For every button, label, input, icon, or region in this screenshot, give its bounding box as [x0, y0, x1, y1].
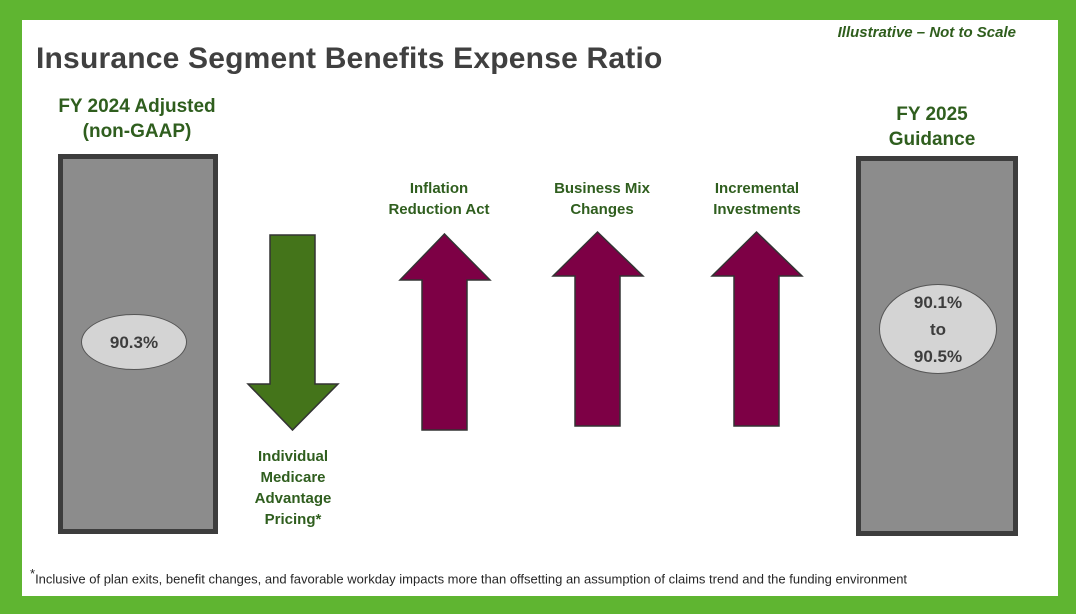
footnote: *Inclusive of plan exits, benefit change… — [30, 566, 907, 586]
arrow-label-line: Individual — [257, 448, 328, 465]
arrow-label-business-mix: Business Mix Changes — [528, 178, 676, 220]
up-arrow-inflation — [398, 232, 492, 431]
arrow-label-individual-medicare: Individual Medicare Advantage Pricing* — [228, 446, 358, 530]
arrow-label-line: Inflation — [409, 180, 469, 197]
fy2025-heading-line1: FY 2025 — [896, 104, 968, 125]
arrow-label-line: Medicare — [260, 469, 326, 486]
arrow-label-line: Business Mix — [554, 180, 650, 197]
arrow-label-line: Incremental — [714, 180, 800, 197]
arrow-label-line: Advantage — [254, 490, 332, 507]
arrow-label-line: Changes — [570, 201, 634, 218]
arrow-label-line: Investments — [713, 201, 801, 218]
up-arrow-shape — [551, 230, 645, 427]
fy2024-value: 90.3% — [109, 332, 159, 352]
up-arrow-incremental — [710, 230, 804, 427]
fy2024-heading-line2: (non-GAAP) — [82, 121, 192, 142]
fy2025-heading: FY 2025 Guidance — [852, 102, 1012, 152]
fy2025-value-to: to — [929, 319, 947, 339]
down-arrow-shape — [246, 234, 340, 432]
arrow-label-line: Reduction Act — [388, 201, 490, 218]
down-arrow — [246, 234, 340, 432]
illustrative-note: Illustrative – Not to Scale — [837, 24, 1016, 41]
fy2025-value-oval: 90.1% to 90.5% — [879, 284, 997, 374]
arrow-label-line: Pricing* — [264, 511, 322, 528]
arrow-label-incremental-investments: Incremental Investments — [686, 178, 828, 220]
up-arrow-shape — [398, 232, 492, 431]
up-arrow-shape — [710, 230, 804, 427]
up-arrow-business-mix — [551, 230, 645, 427]
fy2025-value-high: 90.5% — [913, 346, 963, 366]
footnote-text: Inclusive of plan exits, benefit changes… — [35, 571, 908, 587]
footnote-marker: * — [30, 566, 36, 581]
fy2024-heading: FY 2024 Adjusted (non-GAAP) — [42, 94, 232, 144]
fy2024-value-oval: 90.3% — [81, 314, 187, 370]
arrow-label-inflation-reduction-act: Inflation Reduction Act — [368, 178, 510, 220]
fy2025-heading-line2: Guidance — [888, 129, 976, 150]
slide-canvas: Illustrative – Not to Scale Insurance Se… — [22, 20, 1058, 596]
slide-title: Insurance Segment Benefits Expense Ratio — [36, 42, 663, 75]
fy2024-heading-line1: FY 2024 Adjusted — [58, 96, 216, 117]
fy2025-value-low: 90.1% — [913, 292, 963, 312]
